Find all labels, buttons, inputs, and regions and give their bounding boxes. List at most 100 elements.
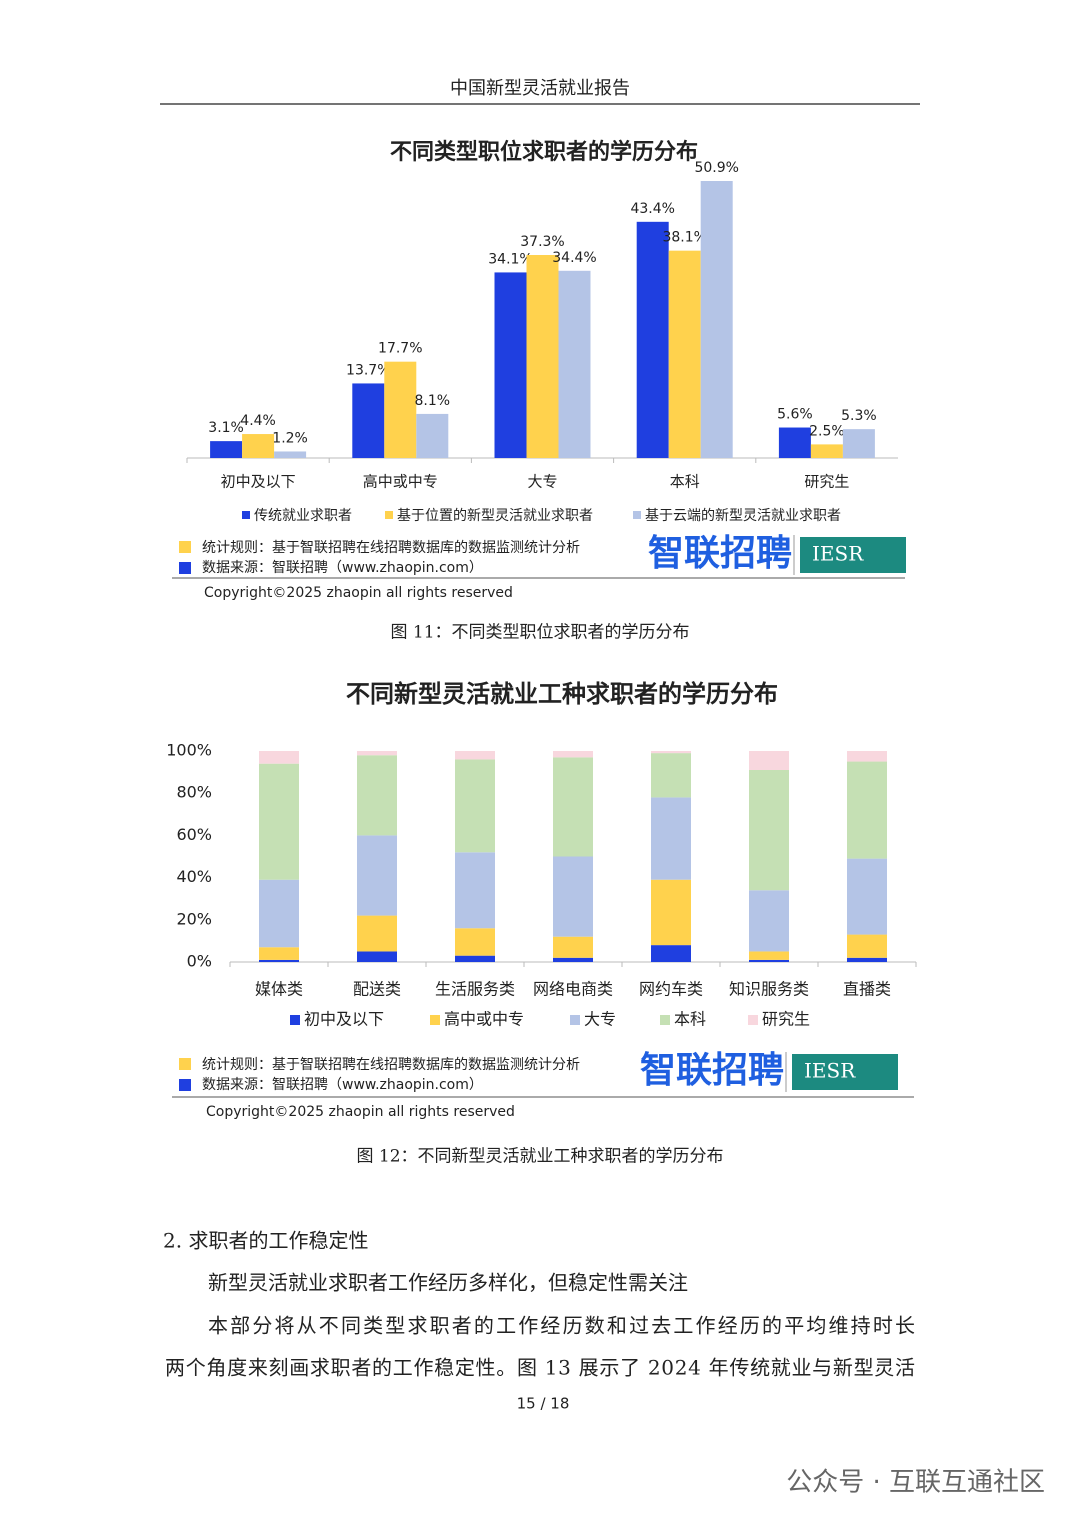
bar: [810, 444, 843, 458]
legend-swatch: [385, 511, 393, 519]
x-tick-label: 大专: [527, 473, 557, 491]
bar-segment: [455, 852, 495, 929]
bar: [526, 255, 559, 458]
copyright: Copyright©2025 zhaopin all rights reserv…: [206, 1104, 515, 1120]
bar-segment: [455, 955, 495, 962]
legend-label: 基于云端的新型灵活就业求职者: [645, 507, 841, 524]
value-label: 8.1%: [415, 393, 451, 409]
y-tick-label: 40%: [176, 867, 212, 886]
note-icon: [179, 1058, 191, 1070]
bar-segment: [749, 769, 789, 891]
section-subheading: 新型灵活就业求职者工作经历多样化，但稳定性需关注: [208, 1271, 688, 1295]
figure-caption: 图 12：不同新型灵活就业工种求职者的学历分布: [356, 1147, 723, 1167]
y-tick-label: 20%: [176, 909, 212, 928]
legend-swatch: [633, 511, 641, 519]
note-icon: [179, 1079, 191, 1091]
value-label: 4.4%: [240, 413, 276, 429]
bar-segment: [651, 751, 691, 754]
bar: [416, 413, 449, 458]
bar-segment: [259, 959, 299, 962]
note-icon: [179, 562, 191, 574]
x-tick-label: 研究生: [804, 473, 849, 491]
bar-segment: [455, 928, 495, 956]
bar-segment: [651, 753, 691, 798]
bar: [668, 250, 701, 458]
bar: [352, 383, 385, 458]
copyright: Copyright©2025 zhaopin all rights reserv…: [204, 585, 513, 601]
x-tick-label: 网约车类: [639, 980, 703, 999]
bar-segment: [847, 751, 887, 762]
legend-swatch: [570, 1015, 580, 1025]
bar-segment: [553, 856, 593, 937]
bar-segment: [651, 945, 691, 962]
legend-label: 研究生: [762, 1010, 810, 1029]
bar-segment: [847, 858, 887, 935]
bar: [274, 451, 307, 458]
bar-segment: [553, 957, 593, 962]
note-rule-text: 统计规则：基于智联招聘在线招聘数据库的数据监测统计分析: [202, 539, 580, 556]
note-icon: [179, 541, 191, 553]
value-label: 34.1%: [488, 251, 532, 267]
bar-segment: [357, 951, 397, 962]
legend-swatch: [660, 1015, 670, 1025]
bar-segment: [847, 761, 887, 859]
x-tick-label: 生活服务类: [435, 980, 515, 999]
bar: [558, 270, 591, 458]
paragraph-line: 两个角度来刻画求职者的工作稳定性。图 13 展示了 2024 年传统就业与新型灵…: [165, 1356, 915, 1380]
header-title: 中国新型灵活就业报告: [450, 78, 630, 99]
bar-segment: [455, 759, 495, 853]
footer-watermark: 公众号 · 互联互通社区: [786, 1468, 1045, 1498]
value-label: 5.3%: [841, 408, 877, 424]
legend-label: 高中或中专: [444, 1010, 524, 1029]
bar-segment: [749, 959, 789, 962]
value-label: 3.1%: [208, 420, 244, 436]
legend-label: 大专: [584, 1010, 616, 1029]
bar-segment: [749, 751, 789, 770]
section-heading: 2. 求职者的工作稳定性: [163, 1229, 368, 1253]
note-source-text: 数据来源：智联招聘（www.zhaopin.com）: [202, 1077, 483, 1093]
legend-label: 传统就业求职者: [254, 508, 352, 524]
bar: [384, 361, 417, 458]
value-label: 50.9%: [694, 160, 738, 176]
bar-segment: [259, 879, 299, 948]
bar: [494, 272, 527, 458]
x-tick-label: 本科: [670, 473, 700, 491]
bar: [210, 441, 243, 458]
value-label: 43.4%: [630, 201, 674, 217]
bar-segment: [749, 890, 789, 952]
bar: [242, 434, 275, 458]
x-tick-label: 初中及以下: [221, 473, 296, 491]
logo-box: [800, 537, 906, 573]
value-label: 1.2%: [272, 430, 308, 446]
bar-segment: [357, 755, 397, 836]
value-label: 17.7%: [378, 341, 422, 357]
y-tick-label: 0%: [187, 952, 212, 971]
bar-segment: [553, 936, 593, 958]
bar-segment: [455, 751, 495, 760]
legend-swatch: [242, 511, 250, 519]
x-tick-label: 媒体类: [255, 980, 303, 999]
chart-title: 不同类型职位求职者的学历分布: [390, 139, 698, 165]
value-label: 2.5%: [809, 423, 845, 439]
value-label: 34.4%: [552, 250, 596, 266]
logo-box: [792, 1054, 898, 1090]
bar: [636, 221, 669, 458]
chart-title: 不同新型灵活就业工种求职者的学历分布: [346, 680, 778, 708]
y-tick-label: 80%: [176, 783, 212, 802]
bar-segment: [357, 751, 397, 756]
note-source-text: 数据来源：智联招聘（www.zhaopin.com）: [202, 560, 483, 576]
bar-segment: [651, 879, 691, 946]
logo-iesr: IESR: [804, 1059, 856, 1083]
bar-segment: [651, 797, 691, 880]
logo-zhaopin: 智联招聘: [640, 1050, 784, 1091]
page-number: 15 / 18: [517, 1395, 570, 1413]
y-tick-label: 100%: [166, 741, 212, 760]
legend-label: 初中及以下: [304, 1010, 384, 1029]
x-tick-label: 高中或中专: [363, 473, 438, 491]
bar-segment: [259, 751, 299, 764]
legend-swatch: [430, 1015, 440, 1025]
bar: [778, 427, 811, 458]
bar: [700, 181, 733, 458]
y-tick-label: 60%: [176, 825, 212, 844]
bar-segment: [553, 751, 593, 758]
